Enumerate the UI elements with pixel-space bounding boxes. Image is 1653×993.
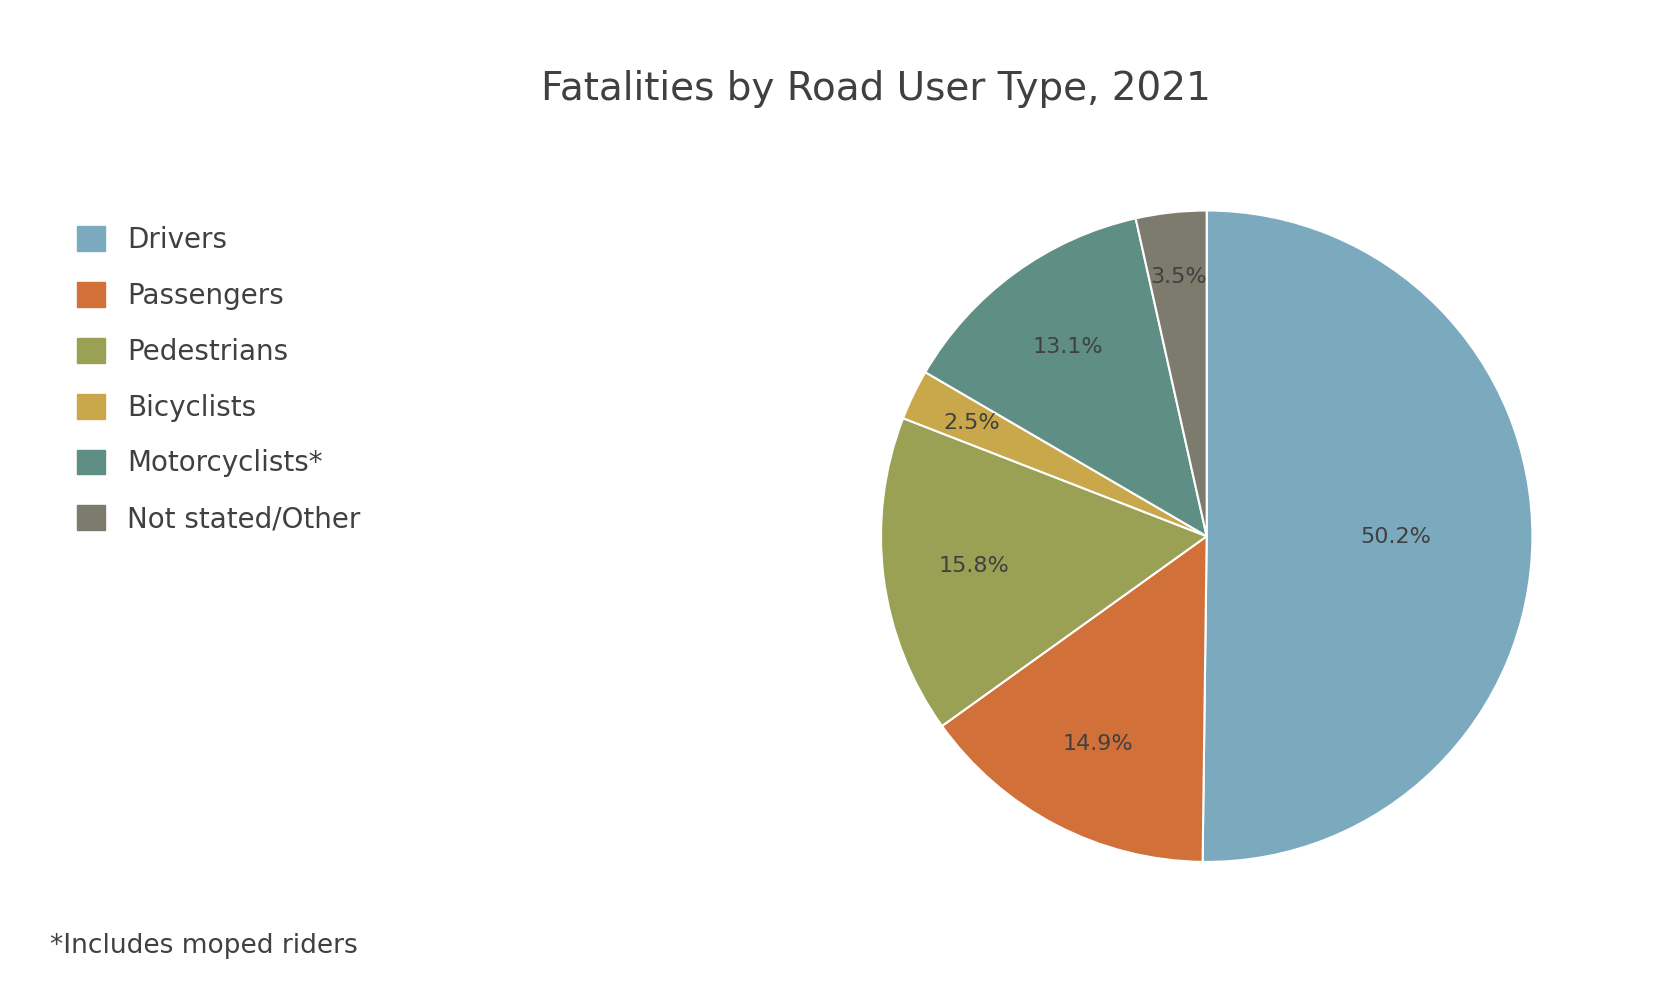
Wedge shape xyxy=(903,372,1207,536)
Wedge shape xyxy=(1203,211,1532,862)
Wedge shape xyxy=(926,218,1207,536)
Text: 3.5%: 3.5% xyxy=(1150,267,1207,287)
Text: 50.2%: 50.2% xyxy=(1360,527,1431,547)
Text: *Includes moped riders: *Includes moped riders xyxy=(50,933,357,959)
Text: 14.9%: 14.9% xyxy=(1063,734,1134,754)
Text: 2.5%: 2.5% xyxy=(944,413,1000,433)
Text: 13.1%: 13.1% xyxy=(1033,337,1104,356)
Legend: Drivers, Passengers, Pedestrians, Bicyclists, Motorcyclists*, Not stated/Other: Drivers, Passengers, Pedestrians, Bicycl… xyxy=(63,213,375,547)
Wedge shape xyxy=(942,536,1207,862)
Text: Fatalities by Road User Type, 2021: Fatalities by Road User Type, 2021 xyxy=(541,70,1212,107)
Wedge shape xyxy=(1136,211,1207,536)
Wedge shape xyxy=(881,418,1207,726)
Text: 15.8%: 15.8% xyxy=(939,556,1010,576)
